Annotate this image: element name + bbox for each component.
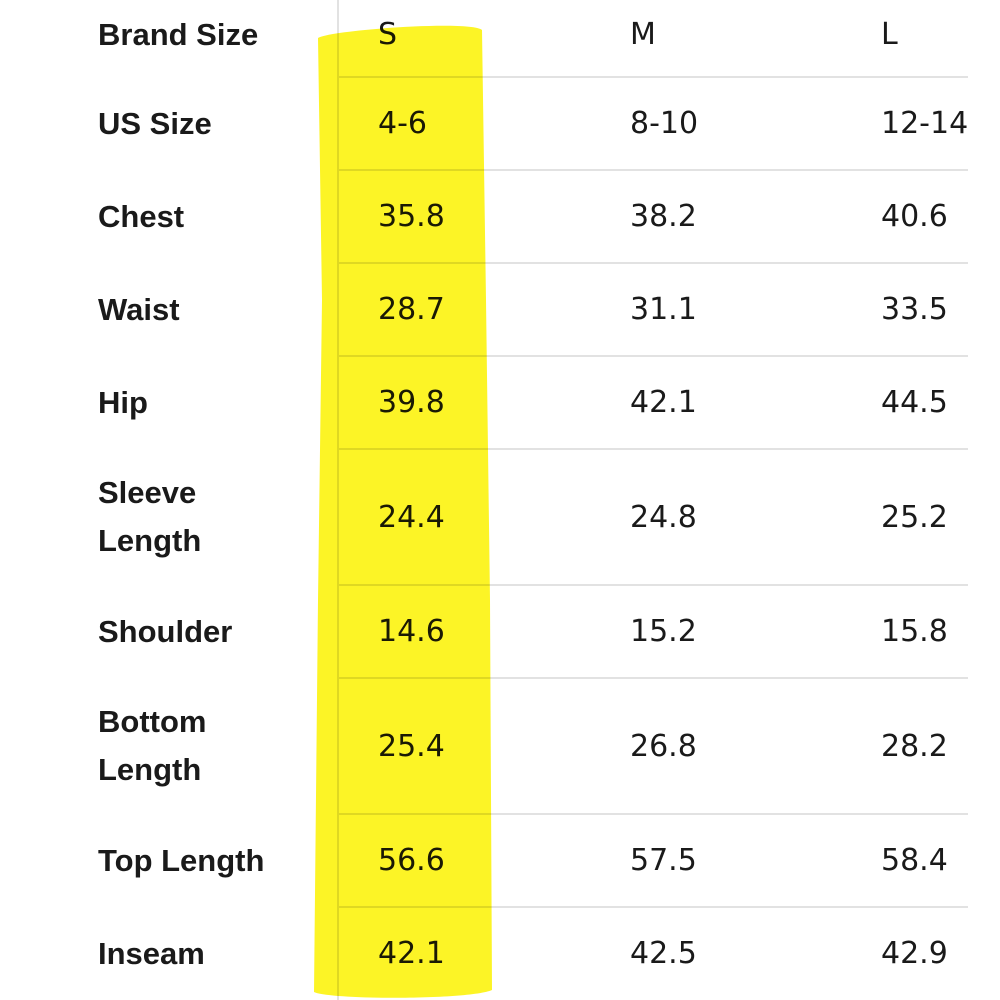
cell-value: 14.6 bbox=[378, 614, 445, 649]
cell-value: 39.8 bbox=[378, 385, 445, 420]
row-divider bbox=[338, 906, 968, 908]
cell-value: 25.2 bbox=[881, 499, 948, 535]
row-divider bbox=[338, 169, 968, 171]
column-header: M bbox=[630, 17, 656, 52]
cell-value: 8-10 bbox=[630, 106, 699, 141]
row-label: Inseam bbox=[98, 935, 205, 971]
row-divider bbox=[338, 813, 968, 815]
cell-value: 44.5 bbox=[881, 385, 948, 420]
row-label: Hip bbox=[98, 384, 148, 420]
cell-value: 33.5 bbox=[881, 292, 948, 327]
cell-value: 4-6 bbox=[378, 106, 427, 141]
row-label: Shoulder bbox=[98, 613, 233, 649]
cell-value: 38.2 bbox=[630, 199, 697, 234]
cell-value: 42.1 bbox=[378, 936, 445, 971]
row-label: Top Length bbox=[98, 842, 265, 878]
row-label: Chest bbox=[98, 198, 185, 234]
row-divider bbox=[338, 262, 968, 264]
row-divider bbox=[338, 76, 968, 78]
row-divider bbox=[338, 355, 968, 357]
cell-value: 24.8 bbox=[630, 499, 697, 535]
row-label: Waist bbox=[98, 291, 180, 327]
cell-value: 40.6 bbox=[881, 199, 948, 234]
cell-value: 56.6 bbox=[378, 843, 445, 878]
cell-value: 24.4 bbox=[378, 499, 445, 535]
cell-value: 15.2 bbox=[630, 614, 697, 649]
column-divider bbox=[337, 0, 339, 1000]
cell-value: 57.5 bbox=[630, 843, 697, 878]
cell-value: 31.1 bbox=[630, 292, 697, 327]
row-label: Brand Size bbox=[98, 16, 259, 52]
cell-value: 26.8 bbox=[630, 728, 697, 764]
cell-value: 12-14 bbox=[881, 106, 969, 141]
cell-value: 35.8 bbox=[378, 199, 445, 234]
cell-value: 58.4 bbox=[881, 843, 948, 878]
row-label: Sleeve Length bbox=[98, 475, 202, 558]
cell-value: 28.7 bbox=[378, 292, 445, 327]
cell-value: 42.9 bbox=[881, 936, 948, 971]
row-divider bbox=[338, 677, 968, 679]
cell-value: 42.5 bbox=[630, 936, 697, 971]
row-label: Bottom Length bbox=[98, 704, 207, 787]
row-divider bbox=[338, 584, 968, 586]
cell-value: 42.1 bbox=[630, 385, 697, 420]
column-header: S bbox=[378, 17, 398, 52]
cell-value: 28.2 bbox=[881, 728, 948, 764]
row-divider bbox=[338, 448, 968, 450]
row-label: US Size bbox=[98, 105, 212, 141]
column-header: L bbox=[881, 17, 898, 52]
cell-value: 25.4 bbox=[378, 728, 445, 764]
cell-value: 15.8 bbox=[881, 614, 948, 649]
